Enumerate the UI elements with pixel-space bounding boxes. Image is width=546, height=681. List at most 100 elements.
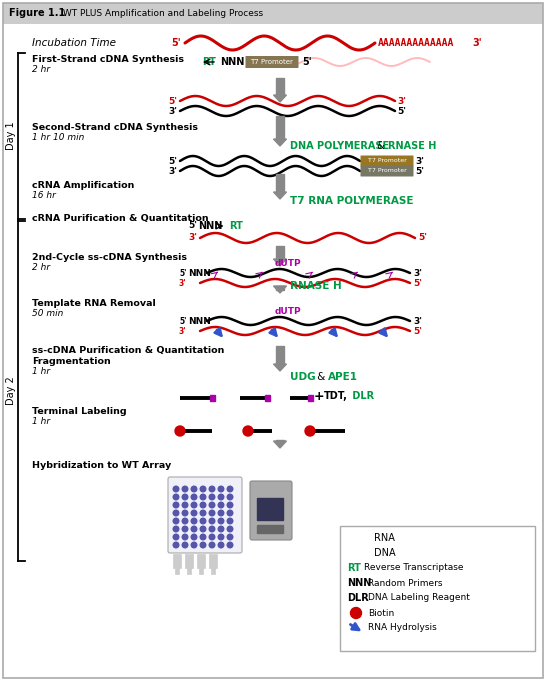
Circle shape (227, 502, 233, 508)
Circle shape (218, 510, 224, 516)
Text: 5': 5' (188, 221, 197, 230)
Circle shape (182, 510, 188, 516)
Bar (265, 395, 270, 401)
Text: T7 Promoter: T7 Promoter (367, 159, 406, 163)
Text: 5': 5' (168, 97, 177, 106)
Bar (185, 554, 193, 568)
Bar (211, 566, 215, 574)
Circle shape (218, 494, 224, 500)
Bar (340, 526, 535, 651)
Circle shape (218, 526, 224, 532)
Text: NNN: NNN (347, 578, 371, 588)
Text: 3': 3' (179, 279, 187, 287)
Text: TDT,: TDT, (324, 391, 348, 401)
Circle shape (209, 526, 215, 532)
Text: Fragmentation: Fragmentation (32, 358, 111, 366)
Text: 3': 3' (413, 268, 422, 277)
Circle shape (191, 534, 197, 540)
Bar (175, 566, 179, 574)
Polygon shape (274, 441, 287, 448)
Text: 3': 3' (397, 97, 406, 106)
Text: RT: RT (202, 57, 216, 67)
Text: Template RNA Removal: Template RNA Removal (32, 300, 156, 308)
Text: 1 hr 10 min: 1 hr 10 min (32, 133, 85, 142)
Text: cRNA Amplification: cRNA Amplification (32, 180, 134, 189)
Text: Terminal Labeling: Terminal Labeling (32, 407, 127, 417)
Text: 2nd-Cycle ss-cDNA Synthesis: 2nd-Cycle ss-cDNA Synthesis (32, 253, 187, 262)
Circle shape (173, 534, 179, 540)
Text: DNA: DNA (374, 548, 396, 558)
Circle shape (182, 502, 188, 508)
Circle shape (173, 510, 179, 516)
Text: 3': 3' (168, 166, 177, 176)
Circle shape (173, 494, 179, 500)
Text: 5': 5' (415, 166, 424, 176)
Circle shape (209, 510, 215, 516)
Bar (276, 286, 283, 290)
Text: 3': 3' (188, 234, 197, 242)
Polygon shape (274, 139, 287, 146)
Circle shape (218, 534, 224, 540)
Bar (276, 346, 283, 364)
Bar (187, 566, 191, 574)
FancyBboxPatch shape (360, 165, 413, 176)
Circle shape (209, 502, 215, 508)
Circle shape (182, 494, 188, 500)
Circle shape (227, 534, 233, 540)
Text: RNASE H: RNASE H (388, 141, 436, 151)
Bar (276, 440, 283, 441)
Text: 3': 3' (413, 317, 422, 326)
Circle shape (200, 534, 206, 540)
Circle shape (173, 502, 179, 508)
Text: RNASE H: RNASE H (290, 281, 342, 291)
Circle shape (191, 518, 197, 524)
Text: dUTP: dUTP (275, 259, 301, 268)
Circle shape (191, 526, 197, 532)
Text: 5': 5' (418, 234, 427, 242)
Bar (209, 554, 217, 568)
Text: T7 Promoter: T7 Promoter (367, 168, 406, 174)
FancyBboxPatch shape (168, 477, 242, 553)
Text: APE1: APE1 (328, 372, 358, 382)
Text: DLR: DLR (349, 391, 374, 401)
Text: AAAAAAAAAAAAA: AAAAAAAAAAAAA (378, 38, 454, 48)
Text: 3': 3' (415, 157, 424, 165)
Text: Figure 1.1: Figure 1.1 (9, 8, 66, 18)
Text: T7 Promoter: T7 Promoter (251, 59, 293, 65)
Circle shape (209, 518, 215, 524)
Text: DNA Labeling Reagent: DNA Labeling Reagent (368, 594, 470, 603)
Circle shape (209, 494, 215, 500)
Text: RNA: RNA (374, 533, 395, 543)
Text: Reverse Transcriptase: Reverse Transcriptase (364, 563, 464, 573)
Text: 5': 5' (171, 38, 181, 48)
Circle shape (191, 494, 197, 500)
Circle shape (351, 607, 361, 618)
Text: 3': 3' (168, 106, 177, 116)
Circle shape (173, 526, 179, 532)
Circle shape (227, 518, 233, 524)
Text: DLR: DLR (347, 593, 369, 603)
Bar (197, 554, 205, 568)
Text: Hybridization to WT Array: Hybridization to WT Array (32, 462, 171, 471)
Bar (3, 3, 543, 24)
Circle shape (191, 486, 197, 492)
Text: 5': 5' (179, 268, 187, 277)
Polygon shape (274, 259, 287, 266)
Text: &: & (374, 141, 388, 151)
Text: NNN: NNN (188, 268, 211, 277)
Circle shape (209, 486, 215, 492)
Bar (210, 395, 215, 401)
Circle shape (200, 542, 206, 548)
Circle shape (200, 518, 206, 524)
Circle shape (227, 494, 233, 500)
Text: 50 min: 50 min (32, 309, 63, 319)
Circle shape (191, 542, 197, 548)
Circle shape (227, 526, 233, 532)
Circle shape (173, 486, 179, 492)
Text: ss-cDNA Purification & Quantitation: ss-cDNA Purification & Quantitation (32, 347, 224, 355)
Text: Day 2: Day 2 (6, 377, 16, 405)
Text: 3': 3' (179, 326, 187, 336)
Circle shape (182, 486, 188, 492)
Text: 5': 5' (413, 326, 422, 336)
Circle shape (182, 518, 188, 524)
